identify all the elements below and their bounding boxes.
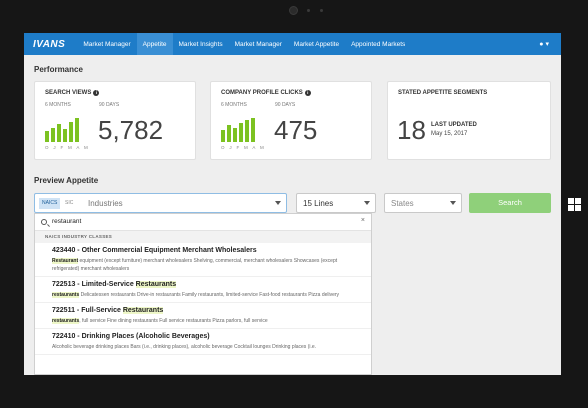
spark-bar: [63, 129, 67, 142]
spark-bar: [233, 128, 237, 142]
six-months-label: 6 MONTHS: [221, 102, 247, 108]
appetite-segments-title: STATED APPETITE SEGMENTS: [398, 90, 488, 96]
user-menu[interactable]: ● ▾: [539, 40, 561, 48]
info-icon[interactable]: i: [93, 90, 100, 96]
search-views-sparkbars: [45, 118, 85, 142]
dropdown-search-input[interactable]: restaurant: [52, 218, 82, 225]
six-months-label: 6 MONTHS: [45, 102, 71, 108]
nav-item-market-appetite[interactable]: Market Appetite: [293, 40, 340, 48]
camera-icon: [289, 6, 298, 15]
last-updated-date: May 15, 2017: [431, 131, 468, 137]
spark-bar: [45, 131, 49, 142]
ninety-days-label: 90 DAYS: [275, 102, 296, 108]
result-description: restaurants, full service Fine dining re…: [52, 318, 268, 324]
chevron-down-icon: ▾: [545, 41, 549, 48]
ivans-logo[interactable]: IVANS: [33, 38, 66, 50]
spark-bar: [69, 122, 73, 142]
list-item[interactable]: 722410 - Drinking Places (Alcoholic Beve…: [35, 329, 371, 355]
spark-bar: [227, 125, 231, 142]
dropdown-section-header: NAICS INDUSTRY CLASSES: [35, 231, 371, 243]
top-navbar: IVANS Market Manager Appetite Market Ins…: [24, 33, 561, 55]
appetite-segments-card: STATED APPETITE SEGMENTS 18 LAST UPDATED…: [387, 81, 551, 160]
user-icon: ●: [539, 41, 544, 48]
months-axis: O J F M A M: [221, 145, 266, 150]
result-title: 722410 - Drinking Places (Alcoholic Beve…: [52, 333, 210, 340]
ninety-days-label: 90 DAYS: [99, 102, 120, 108]
chevron-down-icon: [364, 201, 370, 205]
spark-bar: [57, 124, 61, 142]
spark-bar: [251, 118, 255, 142]
result-title: 423440 - Other Commercial Equipment Merc…: [52, 247, 257, 254]
sic-toggle[interactable]: SIC: [65, 200, 74, 206]
performance-title: Performance: [34, 65, 83, 74]
naics-toggle[interactable]: NAICS: [39, 198, 61, 209]
preview-appetite-title: Preview Appetite: [34, 176, 99, 185]
nav-item-market-insights[interactable]: Market Insights: [178, 40, 223, 48]
last-updated-label: LAST UPDATED: [431, 122, 477, 128]
states-placeholder: States: [391, 199, 414, 208]
search-views-title: SEARCH VIEWS i: [45, 90, 100, 96]
result-description: Restaurant equipment (except furniture) …: [52, 258, 338, 272]
lines-value: 15 Lines: [303, 199, 334, 208]
app-screen: IVANS Market Manager Appetite Market Ins…: [24, 33, 561, 375]
dropdown-search: restaurant ×: [35, 214, 371, 231]
list-item[interactable]: 423440 - Other Commercial Equipment Merc…: [35, 243, 371, 277]
chevron-down-icon: [275, 201, 281, 205]
profile-clicks-value: 475: [274, 115, 318, 145]
search-views-card: SEARCH VIEWS i 6 MONTHS 90 DAYS O J F M A…: [34, 81, 196, 160]
result-title: 722511 - Full-Service Restaurants: [52, 307, 164, 314]
spark-bar: [75, 118, 79, 142]
windows-logo-icon[interactable]: [568, 198, 582, 212]
industries-dropdown: restaurant × NAICS INDUSTRY CLASSES 4234…: [34, 213, 372, 375]
result-description: Alcoholic beverage drinking places Bars …: [52, 344, 317, 350]
spark-bar: [245, 120, 249, 142]
nav-item-appointed-markets[interactable]: Appointed Markets: [351, 40, 406, 48]
spark-bar: [51, 128, 55, 142]
spark-bar: [221, 130, 225, 142]
search-icon: [41, 219, 47, 225]
nav-item-market-manager-2[interactable]: Market Manager: [234, 40, 282, 48]
search-views-value: 5,782: [98, 115, 164, 145]
result-description: restaurants Delicatessen restaurants Dri…: [52, 292, 340, 298]
industries-placeholder: Industries: [88, 199, 123, 208]
profile-clicks-title: COMPANY PROFILE CLICKS i: [221, 90, 311, 96]
industries-select[interactable]: NAICS SIC Industries: [34, 193, 287, 213]
list-item[interactable]: 722513 - Limited-Service Restaurants res…: [35, 277, 371, 303]
spark-bar: [239, 123, 243, 142]
profile-clicks-card: COMPANY PROFILE CLICKS i 6 MONTHS 90 DAYS…: [210, 81, 372, 160]
sensor-dot: [307, 9, 310, 12]
nav-item-market-manager[interactable]: Market Manager: [83, 40, 131, 48]
list-item[interactable]: 722511 - Full-Service Restaurants restau…: [35, 303, 371, 329]
nav-item-appetite[interactable]: Appetite: [136, 33, 173, 55]
search-button[interactable]: Search: [469, 193, 551, 213]
lines-select[interactable]: 15 Lines: [296, 193, 376, 213]
sensor-dot: [320, 9, 323, 12]
profile-clicks-sparkbars: [221, 118, 261, 142]
info-icon[interactable]: i: [304, 90, 311, 96]
appetite-segments-value: 18: [397, 115, 426, 145]
close-icon[interactable]: ×: [360, 217, 365, 224]
months-axis: O J F M A M: [45, 145, 90, 150]
chevron-down-icon: [450, 201, 456, 205]
result-title: 722513 - Limited-Service Restaurants: [52, 281, 177, 288]
states-select[interactable]: States: [384, 193, 462, 213]
